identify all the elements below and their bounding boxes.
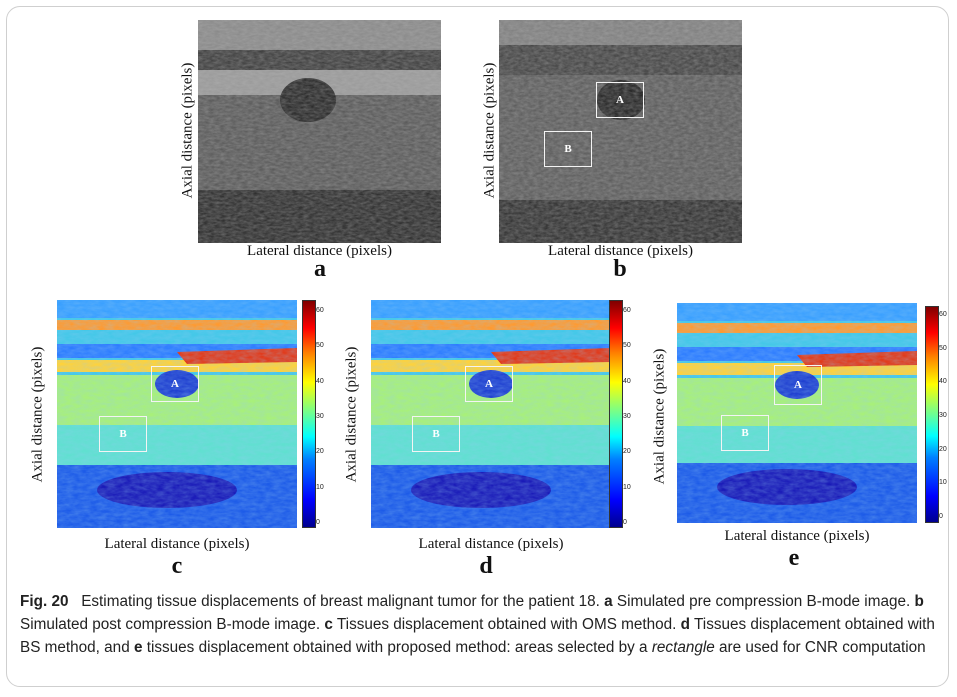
colorbar-d — [609, 300, 623, 528]
figure-number: Fig. 20 — [20, 593, 69, 610]
roi-label-b: B — [564, 143, 572, 155]
y-axis-label-b: Axial distance (pixels) — [481, 62, 498, 199]
roi-label-a: A — [794, 379, 802, 391]
roi-box-a: A — [596, 82, 644, 118]
colorbar-c — [302, 300, 316, 528]
caption-text-d: Tissues displacement obtained with BS me… — [20, 616, 935, 656]
panel-label-e: e — [788, 545, 800, 571]
caption-text-e: tissues displacement obtained with propo… — [146, 639, 648, 656]
caption-label-c: c — [324, 616, 333, 633]
x-axis-label-b: Lateral distance (pixels) — [548, 243, 693, 259]
colorbar-tick-label: 40 — [623, 377, 631, 385]
ultrasound-image-post — [499, 20, 742, 243]
colorbar-tick-label: 30 — [939, 412, 947, 419]
colorbar-tick-label: 0 — [623, 519, 627, 526]
colorbar-tick-label: 60 — [623, 307, 631, 314]
y-axis-label-d: Axial distance (pixels) — [343, 346, 360, 483]
displacement-map-oms — [57, 300, 297, 528]
colorbar-tick-label: 20 — [939, 445, 947, 453]
colorbar-tick-label: 0 — [939, 513, 943, 520]
colorbar-tick-label: 60 — [316, 307, 324, 314]
x-axis-label-e: Lateral distance (pixels) — [724, 528, 870, 544]
y-axis-label-e: Axial distance (pixels) — [651, 348, 668, 485]
caption-label-a: a — [604, 593, 613, 610]
colorbar-tick-label: 10 — [939, 479, 947, 487]
roi-box-b: B — [721, 415, 769, 451]
colorbar-tick-label: 10 — [316, 483, 324, 491]
colorbar-tick-label: 50 — [623, 342, 631, 350]
roi-box-a: A — [465, 366, 513, 402]
panel-label-a: a — [314, 256, 326, 282]
roi-label-a: A — [616, 94, 624, 106]
y-axis-label-a: Axial distance (pixels) — [179, 62, 196, 199]
panel-label-c: c — [171, 553, 183, 579]
roi-box-a: A — [151, 366, 199, 402]
colorbar-tick-label: 10 — [623, 483, 631, 491]
colorbar-tick-label: 50 — [316, 342, 324, 350]
panel-label-b: b — [613, 256, 627, 282]
displacement-map-proposed — [677, 303, 917, 523]
ultrasound-image-pre — [198, 20, 441, 243]
colorbar-tick-label: 40 — [316, 377, 324, 385]
displacement-map-bs — [371, 300, 611, 528]
colorbar-tick-label: 20 — [316, 448, 324, 456]
colorbar-tick-label: 40 — [939, 378, 947, 386]
roi-label-b: B — [119, 428, 127, 440]
colorbar-tick-label: 30 — [623, 413, 631, 420]
roi-label-a: A — [485, 378, 493, 390]
caption-label-b: b — [914, 593, 924, 610]
caption-label-d: d — [680, 616, 691, 633]
caption-text-b: Simulated post compression B-mode image. — [20, 616, 321, 633]
colorbar-tick-label: 50 — [939, 344, 947, 352]
roi-box-b: B — [99, 416, 147, 452]
roi-label-b: B — [432, 428, 440, 440]
colorbar-tick-label: 0 — [316, 519, 320, 526]
colorbar-tick-label: 60 — [939, 311, 947, 318]
colorbar-tick-label: 20 — [623, 448, 631, 456]
y-axis-label-c: Axial distance (pixels) — [29, 346, 46, 483]
x-axis-label-c: Lateral distance (pixels) — [104, 536, 250, 552]
figure-caption: Fig. 20 Estimating tissue displacements … — [20, 590, 940, 659]
x-axis-label-a: Lateral distance (pixels) — [247, 243, 392, 259]
caption-tail: are used for CNR computation — [719, 639, 926, 656]
x-axis-label-d: Lateral distance (pixels) — [418, 536, 564, 552]
caption-text-a: Simulated pre compression B-mode image. — [616, 593, 911, 610]
roi-label-b: B — [741, 427, 749, 439]
roi-box-b: B — [544, 131, 592, 167]
roi-box-b: B — [412, 416, 460, 452]
caption-rectangle-word: rectangle — [651, 639, 715, 656]
roi-box-a: A — [774, 365, 822, 405]
caption-title: Estimating tissue displacements of breas… — [81, 593, 600, 610]
caption-text-c: Tissues displacement obtained with OMS m… — [336, 616, 677, 633]
colorbar-e — [925, 306, 939, 523]
roi-label-a: A — [171, 378, 179, 390]
colorbar-tick-label: 30 — [316, 413, 324, 420]
caption-label-e: e — [133, 639, 143, 656]
panel-label-d: d — [479, 553, 493, 579]
